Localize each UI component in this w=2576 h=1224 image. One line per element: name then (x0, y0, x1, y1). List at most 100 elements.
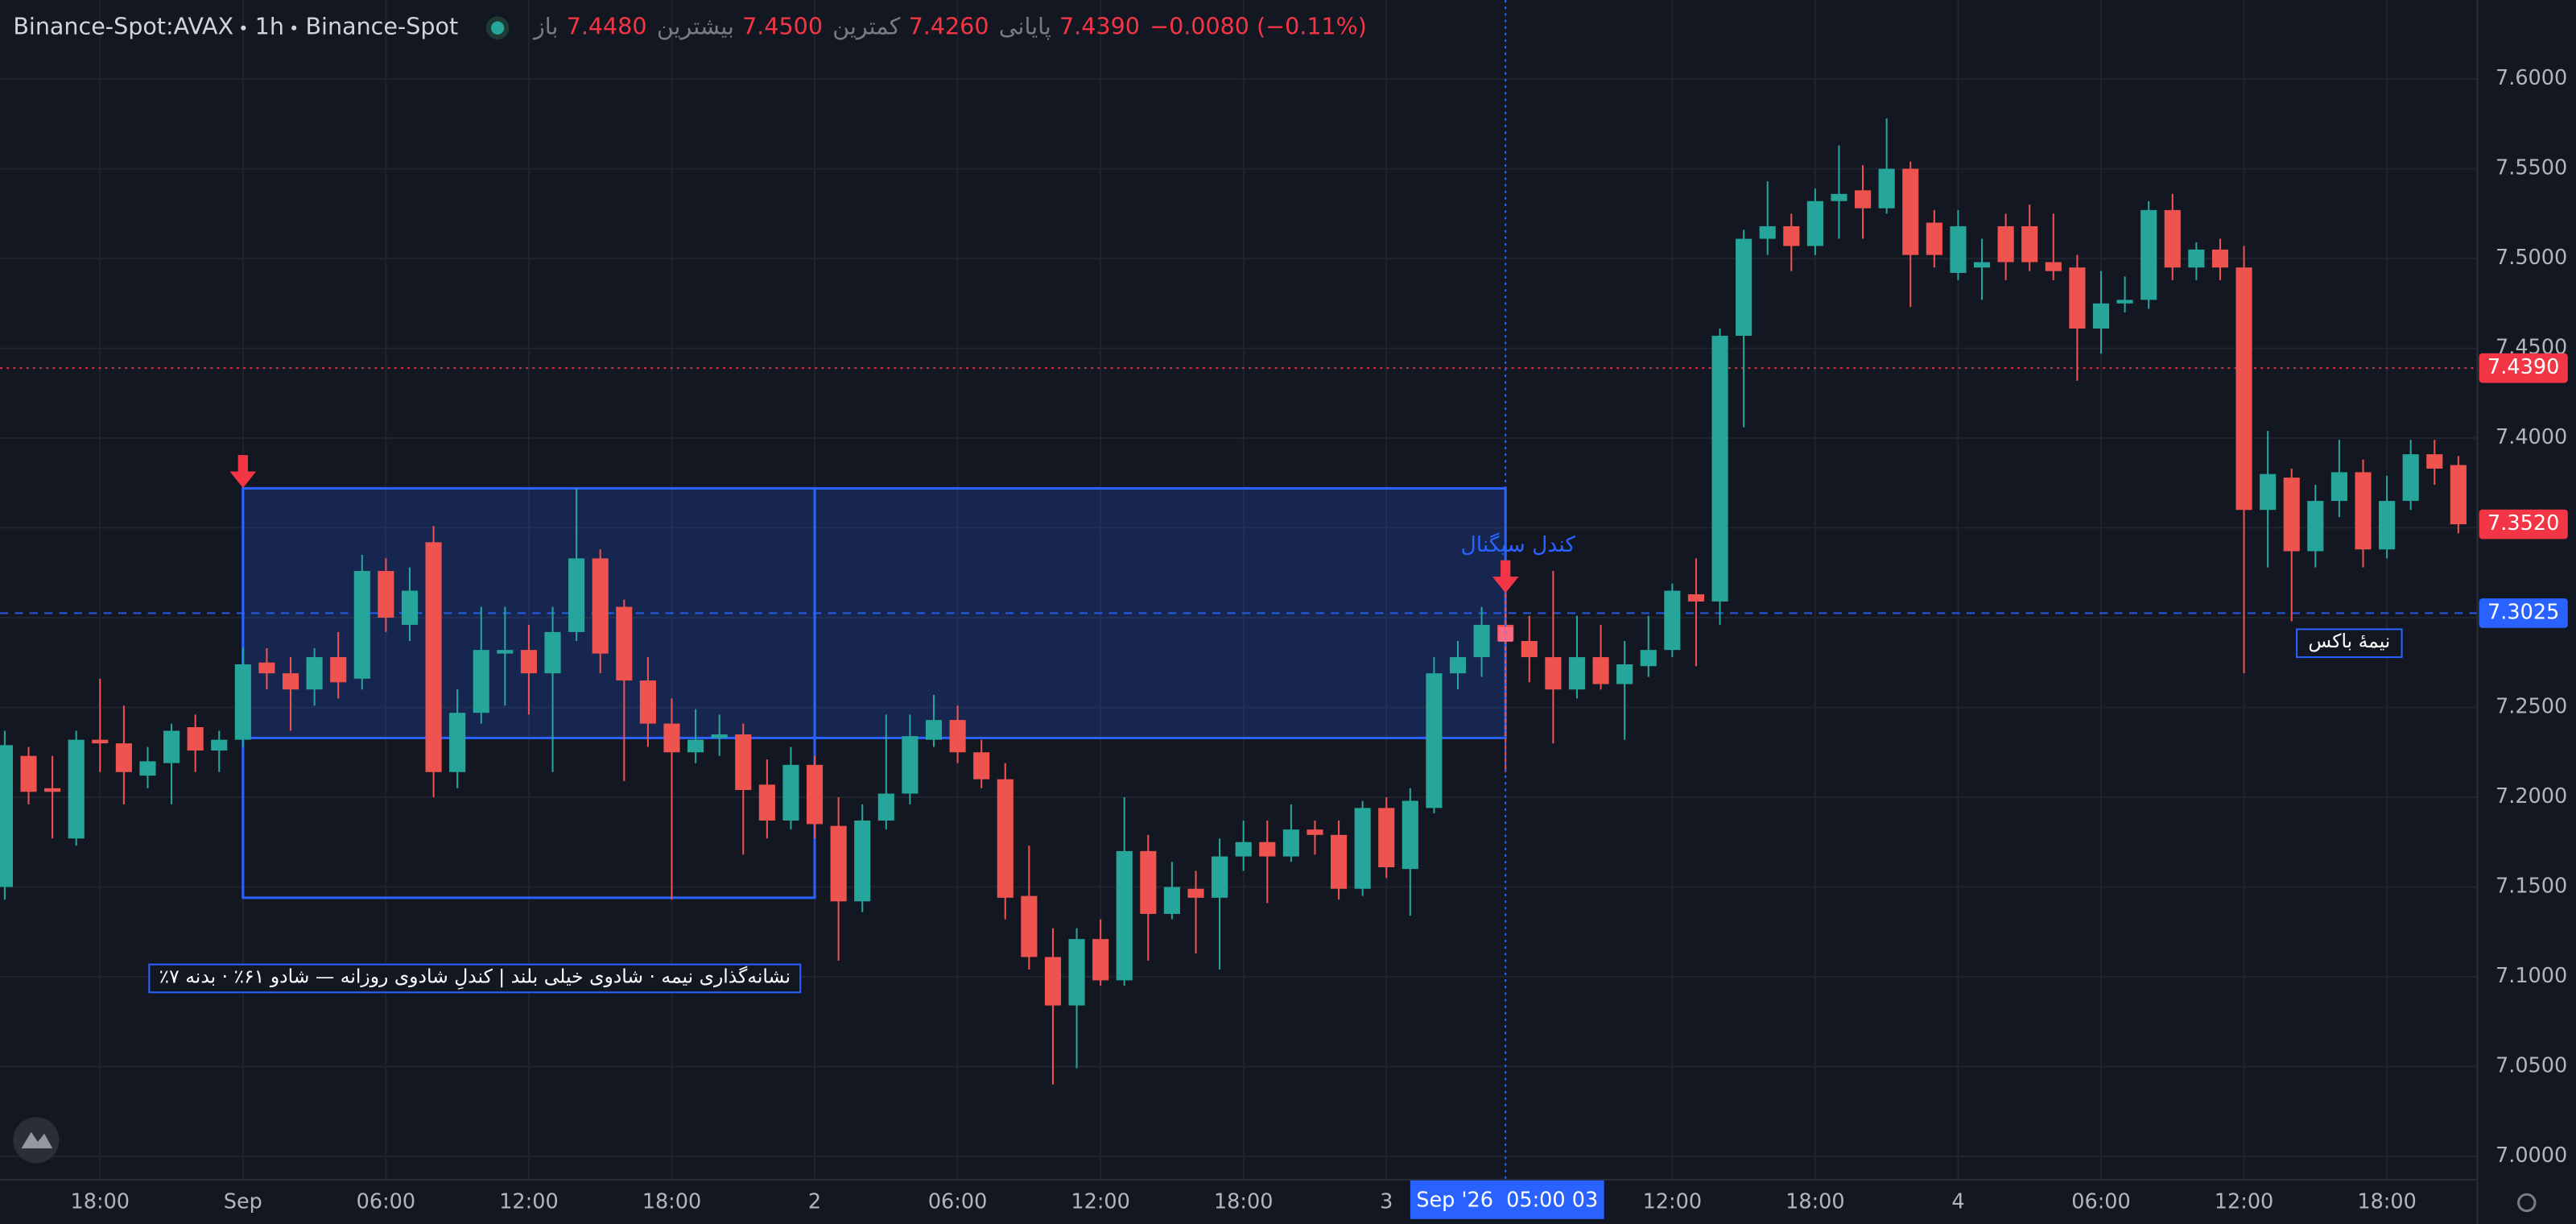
candle-body (1235, 842, 1252, 857)
candle-body (378, 571, 394, 618)
candle-body (353, 571, 370, 679)
candle-body (1616, 664, 1633, 684)
interval: 1h (255, 13, 284, 40)
ohlc-value: 7.4480 (567, 13, 647, 40)
candle-body (68, 739, 85, 839)
candle-body (854, 820, 871, 902)
ohlc-value: 7.4260 (909, 13, 989, 40)
candle-body (2116, 300, 2133, 304)
x-tick-label: 12:00 (1643, 1189, 1703, 1214)
candle-body (830, 825, 847, 902)
price-tag-label: 7.3520 (2487, 511, 2559, 536)
candle-body (2140, 209, 2157, 300)
candle-body (663, 723, 680, 753)
price-tag-label: 7.3025 (2487, 600, 2559, 624)
candle-body (1212, 856, 1228, 898)
candle-body (1664, 590, 1681, 651)
candle-body (1855, 190, 1872, 209)
mid-label: نیمهٔ باکس (2308, 630, 2390, 652)
candle-body (115, 743, 132, 772)
y-tick-label: 7.2000 (2496, 784, 2567, 808)
x-tick-label: 06:00 (928, 1189, 988, 1214)
candle-body (1831, 193, 1847, 201)
candle-body (520, 650, 537, 674)
logo-mark (21, 1131, 53, 1149)
separator-dot (291, 25, 297, 31)
candle-body (1902, 168, 1919, 255)
candle-body (1331, 834, 1348, 889)
candle-body (1354, 808, 1371, 889)
candle-body (1997, 225, 2014, 263)
candle-body (735, 734, 752, 791)
y-tick-label: 7.1000 (2496, 964, 2567, 988)
x-tick-label: 06:00 (2071, 1189, 2131, 1214)
separator-dot (241, 25, 246, 31)
candle-body (1116, 850, 1133, 981)
candle-body (711, 734, 728, 738)
candles (0, 118, 2467, 1085)
ohlc-value: 7.4500 (742, 13, 823, 40)
candle-body (1759, 225, 1776, 239)
x-tick-label: 12:00 (499, 1189, 559, 1214)
candle-body (2021, 225, 2038, 263)
price-tag-label: 7.4390 (2487, 355, 2559, 379)
change: −0.0080 (−0.11%) (1150, 13, 1367, 40)
y-tick-label: 7.6000 (2496, 66, 2567, 90)
status-dot[interactable] (490, 21, 505, 35)
candle-body (401, 590, 419, 625)
signal-arrow (229, 455, 257, 488)
candle-body (1592, 657, 1609, 684)
candle-body (2211, 249, 2229, 268)
x-tick-label: 18:00 (71, 1189, 130, 1214)
candle-body (1426, 673, 1443, 808)
crosshair-candle-marker (1498, 626, 1513, 642)
x-tick-label: 12:00 (2215, 1189, 2274, 1214)
crosshair-time-label: Sep '26 05:00 03 (1416, 1188, 1598, 1212)
price-tag (2479, 598, 2568, 628)
candle-body (1545, 657, 1562, 690)
candle-body (973, 752, 990, 779)
candle-body (306, 657, 323, 690)
y-tick-label: 7.0000 (2496, 1143, 2567, 1168)
mid-label-box (2296, 628, 2403, 659)
candle-body (187, 727, 204, 751)
candle-body (2330, 472, 2347, 502)
y-tick-label: 7.5000 (2496, 246, 2567, 270)
x-tick-label: 4 (1951, 1189, 1964, 1214)
note-label: ٪نشانه‌گذاری نیمه · شادوی خیلی بلند | کن… (159, 965, 791, 990)
candle-body (1021, 895, 1038, 957)
x-tick-label: 3 (1380, 1189, 1393, 1214)
candle-body (2379, 501, 2396, 550)
candle-body (1259, 842, 1276, 857)
candle-body (592, 558, 609, 654)
candle-body (1449, 657, 1467, 674)
x-tick-label: 18:00 (1785, 1189, 1845, 1214)
y-tick-label: 7.1500 (2496, 874, 2567, 898)
candle-body (1687, 594, 1704, 602)
candle-body (1402, 800, 1418, 870)
candle-body (2307, 501, 2324, 552)
candle-body (473, 650, 489, 713)
price-tag (2479, 509, 2568, 540)
candle-body (1736, 238, 1752, 336)
candle-body (1044, 957, 1062, 1006)
candle-body (449, 713, 466, 772)
candle-body (2260, 473, 2277, 511)
candle-body (234, 664, 251, 740)
candle-body (1568, 657, 1586, 690)
x-tick-label: 18:00 (642, 1189, 702, 1214)
candle-body (92, 739, 109, 744)
ohlc-label: کمترین (832, 13, 901, 40)
candle-body (1282, 829, 1299, 857)
candle-body (1521, 641, 1538, 658)
crosshair-time-tag (1410, 1179, 1604, 1219)
x-tick-label: 18:00 (2357, 1189, 2417, 1214)
candle-body (163, 730, 180, 763)
candle-body (2045, 262, 2062, 271)
candle-body (1092, 939, 1109, 981)
candle-body (902, 736, 919, 794)
settings-icon[interactable] (2517, 1193, 2537, 1213)
price-lines (0, 367, 2478, 614)
header: Binance-Spot:AVAX 1h Binance-Spot باز 7.4480… (13, 13, 1367, 40)
